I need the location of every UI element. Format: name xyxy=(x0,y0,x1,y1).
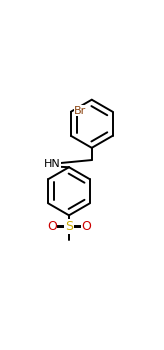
Text: O: O xyxy=(47,220,57,233)
Text: HN: HN xyxy=(43,160,60,169)
Text: Br: Br xyxy=(74,106,86,116)
Text: O: O xyxy=(81,220,91,233)
Text: S: S xyxy=(65,220,73,233)
